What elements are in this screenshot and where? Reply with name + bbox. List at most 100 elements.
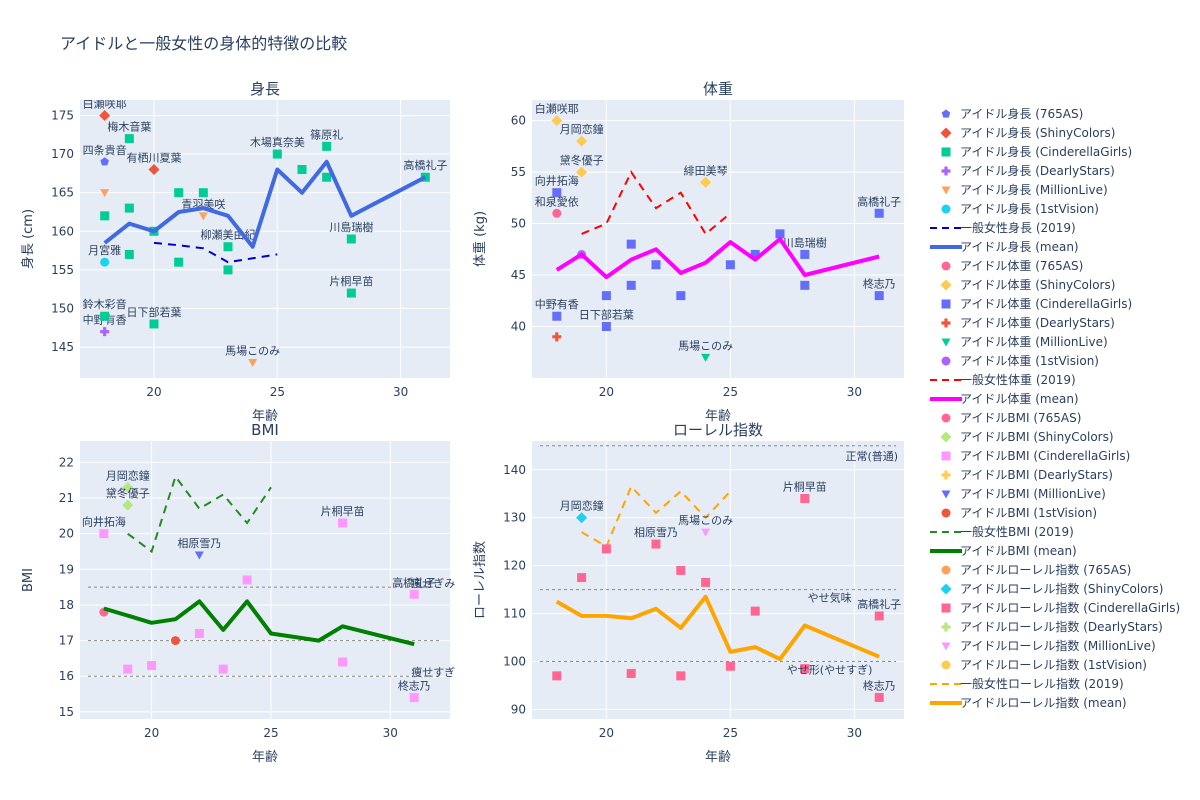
data-point-label: 中野有香 (535, 297, 579, 311)
mean-line (555, 594, 880, 662)
y-axis-title: ローレル指数 (473, 541, 488, 619)
legend-swatch (940, 279, 952, 291)
legend-swatch (940, 127, 952, 139)
legend-item: アイドル身長 (MillionLive) (941, 182, 1108, 197)
data-point (750, 249, 760, 259)
legend-label: アイドル身長 (MillionLive) (960, 182, 1108, 197)
y-tick-label: 155 (51, 263, 74, 277)
legend-label: アイドル身長 (ShinyColors) (960, 125, 1115, 140)
data-point (576, 512, 588, 524)
data-point (174, 257, 184, 267)
data-point-label: 月岡恋鐘 (560, 122, 604, 136)
data-point (198, 188, 208, 198)
legend-item: アイドルBMI (mean) (930, 544, 1077, 558)
x-tick-label: 25 (723, 726, 738, 740)
x-tick-label: 25 (270, 385, 285, 399)
y-tick-label: 45 (511, 268, 526, 282)
legend-swatch (941, 147, 951, 157)
legend-item: アイドルローレル指数 (mean) (930, 695, 1127, 710)
legend-item: アイドルBMI (765AS) (941, 411, 1081, 425)
legend-label: アイドル体重 (765AS) (960, 259, 1083, 273)
data-point-label: 川島瑞樹 (329, 220, 373, 234)
legend-item: アイドルローレル指数 (MillionLive) (941, 638, 1156, 653)
data-point (174, 188, 184, 198)
legend-swatch (941, 299, 951, 309)
legend-swatch (941, 261, 951, 271)
legend-swatch (941, 109, 951, 118)
x-tick-label: 20 (599, 726, 614, 740)
legend-swatch (941, 186, 951, 195)
data-point-label: 黛冬優子 (106, 486, 150, 500)
legend-item: アイドル体重 (765AS) (941, 259, 1083, 273)
data-point (100, 327, 110, 337)
x-tick-label: 30 (393, 385, 408, 399)
general-female-line (153, 241, 278, 264)
legend-label: アイドルローレル指数 (MillionLive) (960, 638, 1156, 653)
legend-item: アイドルローレル指数 (1stVision) (941, 657, 1147, 672)
data-point (99, 529, 109, 539)
data-point-label: 日下部若葉 (579, 308, 634, 322)
data-point (409, 589, 419, 599)
general-female-line (581, 170, 732, 236)
data-point-label: 柊志乃 (863, 678, 896, 692)
legend-item: アイドル身長 (765AS) (941, 106, 1083, 121)
data-point (122, 481, 134, 493)
data-point (874, 208, 884, 218)
legend-swatch (940, 431, 952, 443)
data-point (297, 165, 307, 174)
legend-label: アイドル身長 (1stVision) (960, 201, 1099, 216)
data-point (100, 211, 110, 221)
legend-item: アイドルBMI (MillionLive) (941, 487, 1106, 501)
y-axis-title: 体重 (kg) (472, 211, 488, 267)
data-point (149, 319, 159, 329)
legend-label: アイドルBMI (1stVision) (960, 506, 1097, 520)
data-point (124, 203, 134, 213)
x-axis-title: 年齢 (252, 750, 278, 765)
data-point (651, 260, 661, 270)
data-point (626, 668, 636, 678)
x-tick-label: 25 (263, 726, 278, 740)
data-point-label: 相原雪乃 (177, 537, 221, 550)
data-point (170, 636, 180, 646)
data-point (552, 671, 562, 681)
data-point (346, 234, 356, 244)
data-point-label: 向井拓海 (535, 174, 579, 188)
data-point-label: 馬場このみ (678, 339, 733, 352)
data-point-label: 木場真奈美 (250, 135, 305, 149)
legend-swatch (941, 318, 951, 328)
legend-label: アイドルローレル指数 (1stVision) (960, 657, 1147, 672)
x-tick-label: 30 (847, 726, 862, 740)
mean-line (103, 159, 427, 249)
legend-item: アイドル体重 (DearlyStars) (941, 316, 1115, 330)
data-point (552, 188, 562, 198)
legend-swatch (941, 490, 951, 499)
legend-item: アイドル体重 (MillionLive) (941, 335, 1108, 349)
legend-label: アイドルBMI (mean) (960, 544, 1077, 558)
plot-area (80, 441, 450, 719)
legend-swatch (941, 642, 951, 651)
general-female-line (127, 474, 272, 554)
data-point (601, 544, 611, 554)
data-point (242, 575, 252, 585)
y-tick-label: 140 (503, 463, 526, 477)
subplot-bmi: 15 16 17 18 19 20 21 22 20 25 30 BMI 年齢 BMI 月岡恋鐘黛冬優子向井… (21, 421, 455, 765)
data-point (626, 239, 636, 249)
x-axis-title: 年齢 (705, 409, 731, 424)
y-tick-label: 55 (511, 165, 526, 179)
legend-item: アイドル体重 (ShinyColors) (940, 278, 1115, 292)
legend-label: 一般女性ローレル指数 (2019) (960, 676, 1124, 691)
data-point-label: 緋田美琴 (684, 163, 728, 177)
data-point (601, 322, 611, 332)
legend-item: アイドル身長 (ShinyColors) (940, 125, 1115, 140)
y-tick-label: 18 (59, 598, 74, 612)
data-point-label: 川島瑞樹 (783, 235, 827, 249)
data-point (701, 528, 711, 537)
data-point (874, 692, 884, 702)
data-point (552, 311, 562, 321)
x-tick-label: 20 (599, 385, 614, 399)
data-point (322, 172, 332, 182)
